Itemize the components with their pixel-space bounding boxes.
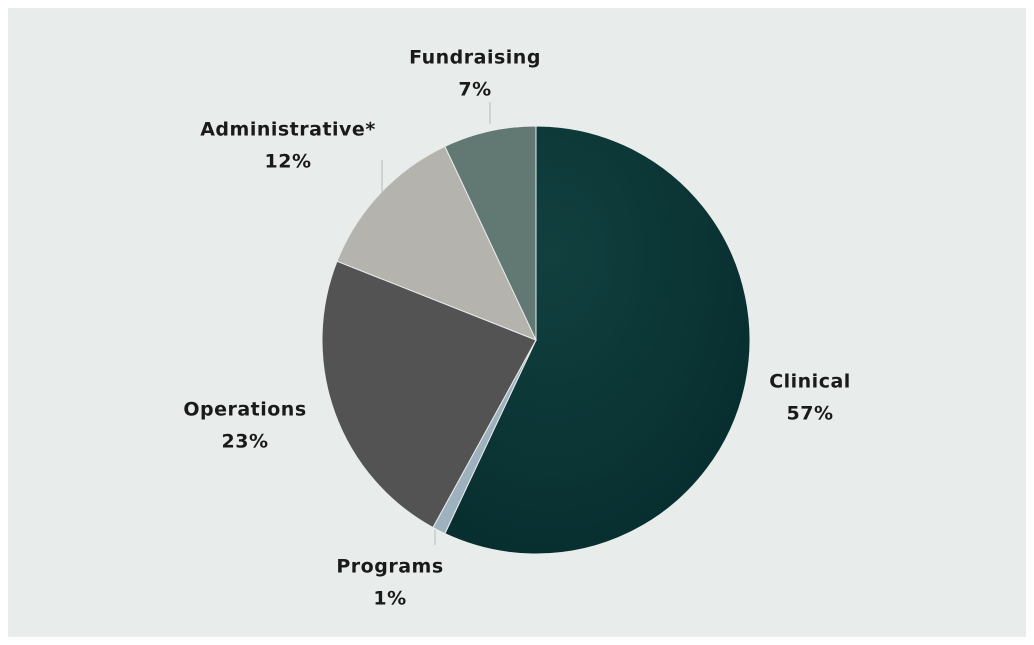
- slice-value-label: 57%: [787, 403, 834, 425]
- pie-slice: [444, 125, 751, 555]
- slice-value-label: 23%: [222, 431, 269, 453]
- slice-label: Programs: [336, 556, 443, 578]
- slice-value-label: 7%: [458, 79, 491, 101]
- slice-label: Clinical: [769, 371, 851, 393]
- pie-slice: [321, 260, 537, 529]
- pie-slice: [444, 125, 537, 341]
- slice-label: Fundraising: [409, 47, 541, 69]
- slice-label: Administrative*: [200, 119, 376, 141]
- slice-value-label: 1%: [373, 588, 406, 610]
- slice-label: Operations: [183, 399, 306, 421]
- pie-slice: [336, 145, 537, 341]
- slice-value-label: 12%: [265, 151, 312, 173]
